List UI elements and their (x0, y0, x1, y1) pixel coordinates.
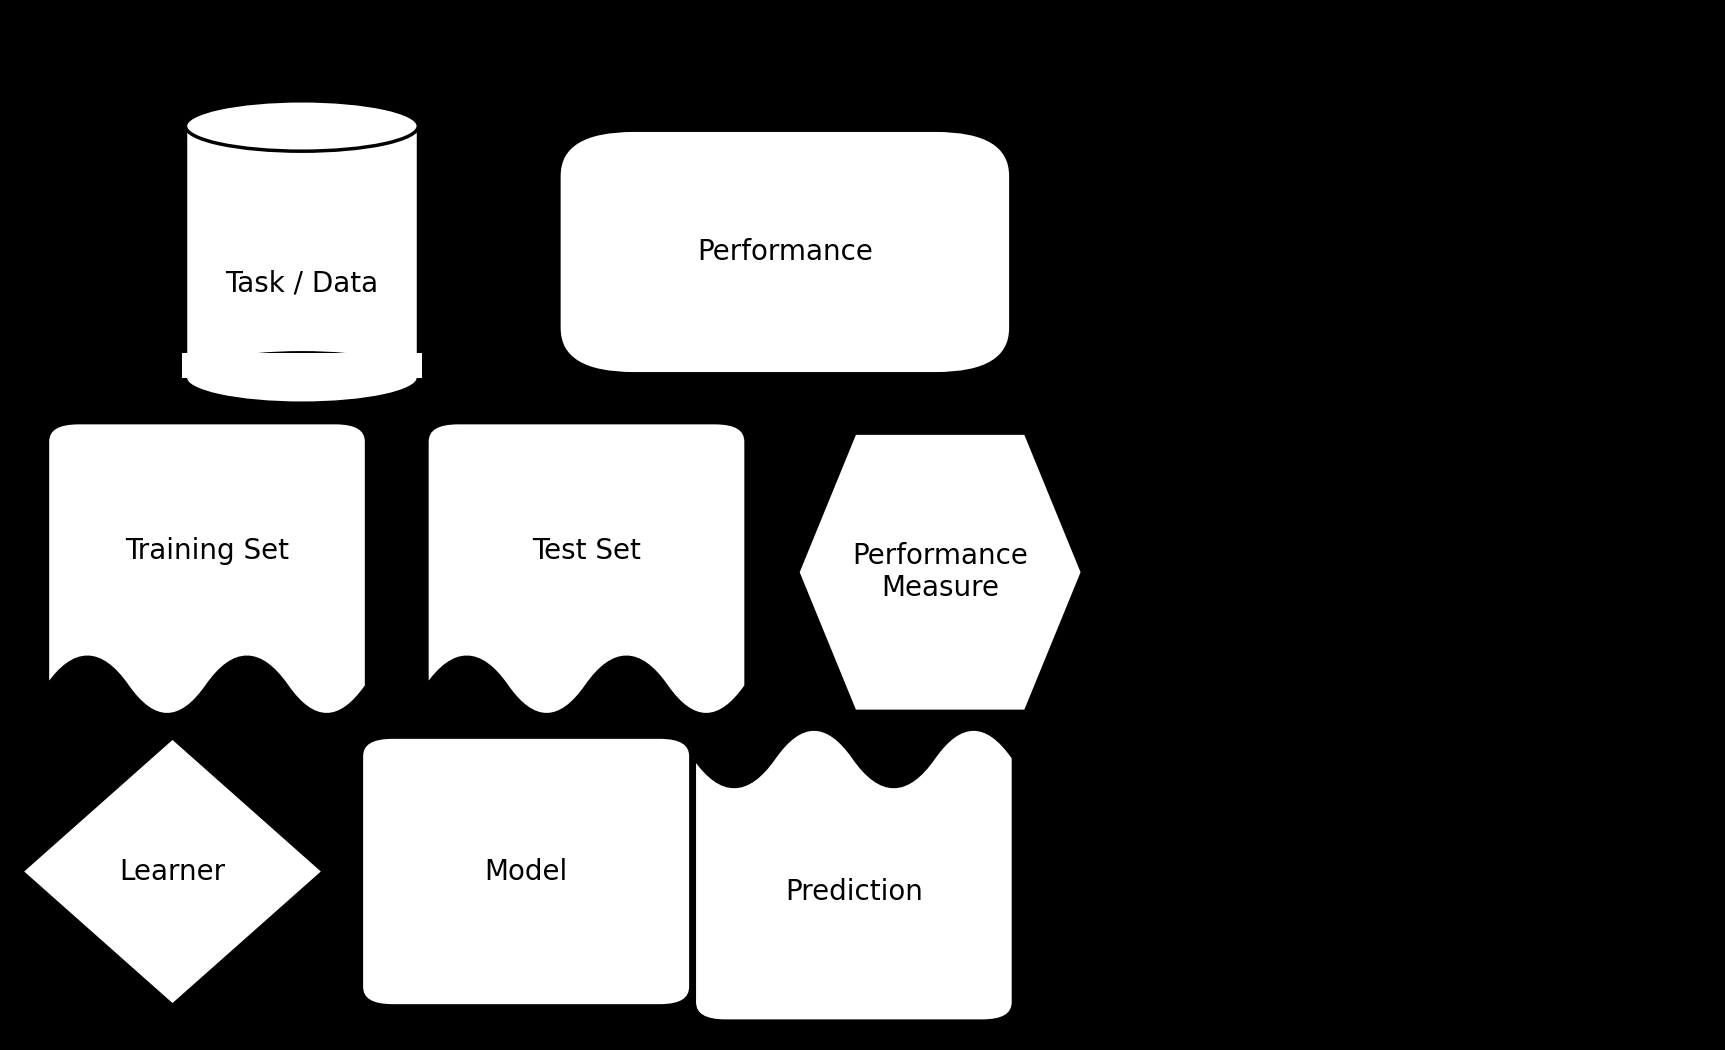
PathPatch shape (47, 422, 366, 715)
PathPatch shape (693, 729, 1014, 1021)
Text: Performance
Measure: Performance Measure (852, 542, 1028, 603)
FancyBboxPatch shape (559, 130, 1011, 374)
Text: Task / Data: Task / Data (226, 270, 378, 297)
Polygon shape (797, 433, 1083, 712)
Text: Test Set: Test Set (531, 538, 642, 565)
Text: Learner: Learner (119, 858, 226, 885)
Text: Performance: Performance (697, 238, 873, 266)
FancyBboxPatch shape (181, 353, 421, 378)
Text: Model: Model (485, 858, 568, 885)
Ellipse shape (186, 101, 417, 151)
Polygon shape (22, 737, 324, 1006)
Ellipse shape (186, 353, 417, 403)
Text: Training Set: Training Set (124, 538, 290, 565)
FancyBboxPatch shape (185, 126, 417, 378)
FancyBboxPatch shape (362, 737, 690, 1006)
Text: Prediction: Prediction (785, 879, 923, 906)
PathPatch shape (428, 422, 745, 715)
